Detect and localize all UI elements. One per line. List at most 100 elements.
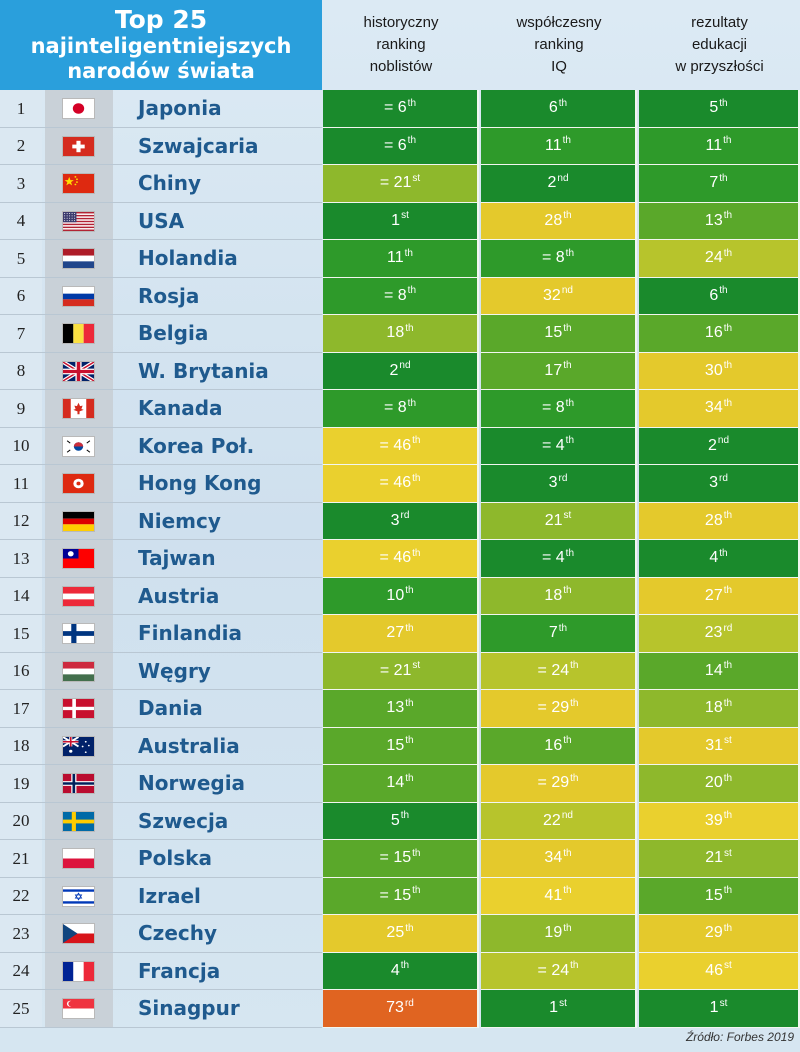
rank-suffix: th: [407, 97, 417, 109]
rank-value: 23: [704, 624, 723, 642]
rank-number: 21: [12, 848, 30, 868]
rank-value: 1: [709, 999, 719, 1017]
rank-value: 29: [704, 924, 723, 942]
rank-value: 16: [544, 736, 563, 754]
rank-value: 22: [543, 811, 561, 829]
rank-suffix: st: [724, 847, 732, 859]
rank-value: 18: [544, 586, 563, 604]
country-name: Hong Kong: [138, 471, 262, 495]
country-name: Kanada: [138, 396, 223, 420]
rank-suffix: nd: [717, 435, 730, 447]
rank-value: 39: [704, 811, 723, 829]
row-divider: [0, 764, 322, 765]
row-divider: [0, 126, 322, 128]
rank-value: = 21: [379, 661, 412, 679]
czech-flag-icon: [62, 923, 95, 944]
rank-value: 11: [705, 136, 723, 154]
rank-suffix: st: [412, 172, 421, 184]
row-divider: [0, 614, 322, 615]
rank-suffix: st: [412, 660, 421, 672]
rank-suffix: th: [405, 322, 414, 334]
rank-suffix: rd: [723, 622, 733, 634]
rank-suffix: th: [405, 735, 414, 747]
finland-flag-icon: [62, 623, 95, 644]
row-divider: [0, 801, 322, 803]
country-name: Dania: [138, 696, 203, 720]
rank-value: = 15: [379, 849, 412, 867]
column-header-line: współczesny: [516, 14, 602, 31]
hong-kong-flag-icon: [62, 473, 95, 494]
rank-value: 32: [543, 286, 561, 304]
rank-suffix: th: [570, 697, 579, 709]
rank-suffix: st: [719, 997, 728, 1009]
singapore-flag-icon: [62, 998, 95, 1019]
country-name: USA: [138, 208, 185, 233]
row-divider: [0, 689, 322, 690]
row-divider: [0, 876, 322, 878]
rank-suffix: th: [723, 322, 733, 334]
rank-value: 28: [704, 511, 723, 529]
row-divider: [0, 839, 322, 840]
country-name: Czechy: [138, 921, 218, 945]
rank-suffix: th: [563, 210, 572, 222]
rank-suffix: nd: [561, 810, 573, 822]
rank-suffix: th: [723, 885, 733, 897]
country-name: Belgia: [138, 321, 209, 345]
rank-suffix: th: [405, 585, 414, 597]
row-divider: [0, 576, 322, 578]
rank-value: = 46: [379, 436, 412, 454]
source-note: Źródło: Forbes 2019: [685, 1030, 794, 1044]
rank-suffix: th: [723, 135, 732, 147]
rank-value: 30: [704, 361, 723, 379]
rank-value: 11: [387, 249, 404, 267]
rank-suffix: th: [563, 847, 572, 859]
rank-number: 20: [12, 811, 30, 831]
rank-suffix: th: [723, 810, 733, 822]
title-line-1: Top 25: [114, 5, 208, 34]
country-name: Polska: [138, 846, 212, 870]
country-name: Chiny: [138, 171, 202, 195]
row-divider: [0, 914, 322, 915]
austria-flag-icon: [62, 585, 95, 607]
rank-value: 1: [391, 211, 401, 229]
hungary-flag-icon: [62, 660, 95, 682]
rank-value: 1: [549, 999, 559, 1017]
row-divider: [0, 389, 322, 390]
rank-value: 10: [386, 586, 405, 604]
rank-value: = 8: [541, 249, 565, 267]
rank-suffix: th: [412, 847, 421, 859]
rank-suffix: th: [563, 735, 572, 747]
rank-value: = 4: [541, 436, 565, 454]
